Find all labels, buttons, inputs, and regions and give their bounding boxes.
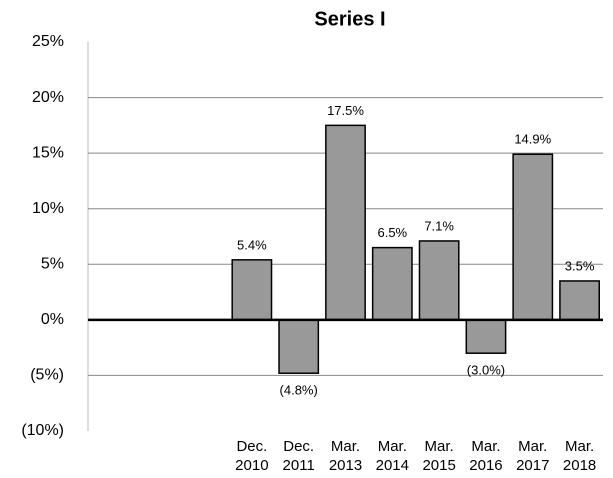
value-label: 5.4% (237, 237, 267, 252)
x-tick-label: Mar. 2018 (562, 438, 597, 474)
bar (418, 240, 460, 321)
x-tick-label: Mar. 2017 (516, 438, 550, 474)
x-tick-label: Dec. 2010 (235, 438, 269, 474)
bar (371, 246, 413, 321)
y-tick-label: 15% (32, 144, 64, 161)
y-tick-label: 20% (32, 89, 64, 106)
bar (325, 124, 366, 321)
x-tick-label: Dec. 2011 (282, 438, 315, 474)
x-tick-label: Mar. 2016 (469, 438, 503, 474)
value-label: 6.5% (377, 225, 407, 240)
bar (278, 319, 320, 374)
y-tick-label: (10%) (21, 422, 64, 439)
y-tick-label: (5%) (30, 367, 64, 384)
value-label: (3.0%) (467, 363, 505, 378)
value-label: 14.9% (514, 132, 551, 147)
y-tick-label: 0% (41, 311, 64, 328)
bar (465, 319, 507, 354)
bar (559, 280, 601, 321)
value-label: 17.5% (327, 103, 364, 118)
x-tick-label: Mar. 2013 (328, 438, 363, 474)
x-tick-label: Mar. 2014 (375, 438, 409, 474)
value-label: 3.5% (565, 258, 595, 273)
x-tick-label: Mar. 2015 (422, 438, 456, 474)
bar (231, 259, 273, 321)
bar (512, 153, 554, 321)
y-tick-label: 25% (32, 33, 64, 50)
value-label: 7.1% (424, 218, 454, 233)
chart-title: Series I (314, 8, 385, 30)
value-label: (4.8%) (280, 383, 318, 398)
y-tick-label: 10% (32, 200, 64, 217)
y-tick-label: 5% (41, 256, 64, 273)
